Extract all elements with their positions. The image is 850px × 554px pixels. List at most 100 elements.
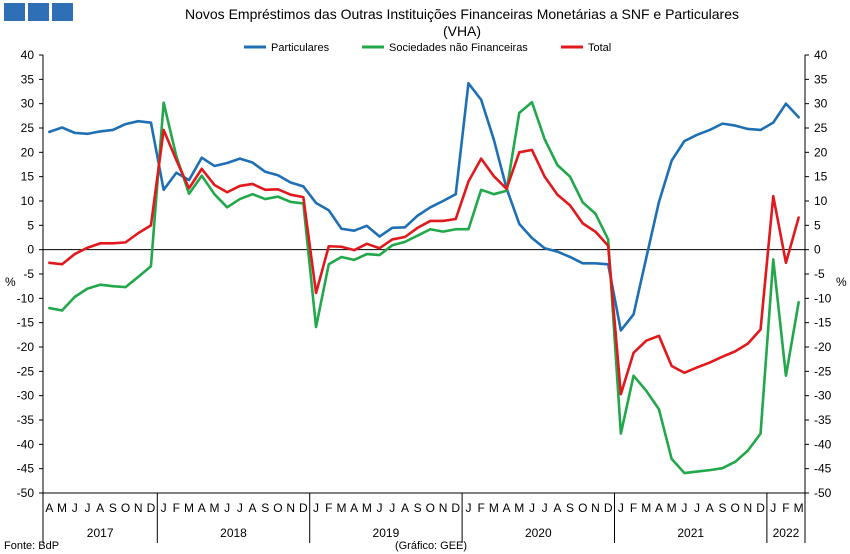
- x-tick-label: N: [286, 501, 295, 515]
- y-tick-label: -45: [814, 462, 832, 476]
- y-tick-label: -5: [814, 267, 825, 281]
- x-tick-label: D: [756, 501, 765, 515]
- x-tick-label: O: [730, 501, 739, 515]
- x-tick-label: O: [273, 501, 282, 515]
- x-tick-label: M: [336, 501, 346, 515]
- x-tick-label: A: [401, 501, 409, 515]
- y-tick-label: 0: [814, 243, 821, 257]
- x-tick-label: A: [198, 501, 206, 515]
- x-tick-label: J: [161, 501, 167, 515]
- year-label: 2018: [220, 526, 247, 540]
- x-tick-label: D: [147, 501, 156, 515]
- x-tick-label: M: [514, 501, 524, 515]
- y-tick-label: -30: [814, 389, 832, 403]
- chart-subtitle: (VHA): [443, 23, 481, 39]
- y-tick-label: 0: [27, 243, 34, 257]
- x-tick-label: M: [209, 501, 219, 515]
- x-tick-label: J: [529, 501, 535, 515]
- x-tick-label: A: [706, 501, 714, 515]
- x-tick-label: A: [553, 501, 561, 515]
- y-tick-label: -15: [814, 316, 832, 330]
- x-tick-label: F: [173, 501, 180, 515]
- series-group: [48, 81, 800, 475]
- x-tick-label: D: [451, 501, 460, 515]
- x-tick-label: J: [542, 501, 548, 515]
- y-tick-label: 35: [814, 72, 828, 86]
- header-square: [28, 3, 49, 21]
- x-tick-label: D: [299, 501, 308, 515]
- x-tick-label: M: [57, 501, 67, 515]
- legend: Particulares Sociedades não Financeiras To…: [244, 42, 611, 54]
- x-tick-label: O: [121, 501, 130, 515]
- chart-title: Novos Empréstimos das Outras Instituiçõe…: [185, 6, 739, 22]
- x-tick-label: S: [566, 501, 574, 515]
- y-tick-label: 40: [814, 48, 828, 62]
- y-tick-label: 10: [814, 194, 828, 208]
- x-tick-label: A: [45, 501, 53, 515]
- y-tick-label: -15: [17, 316, 35, 330]
- y-tick-label: -45: [17, 462, 35, 476]
- x-tick-label: J: [224, 501, 230, 515]
- y-tick-label: -40: [814, 437, 832, 451]
- x-tick-label: F: [325, 501, 332, 515]
- x-tick-label: O: [578, 501, 587, 515]
- x-tick-label: S: [261, 501, 269, 515]
- y-tick-label: 30: [21, 97, 35, 111]
- x-tick-label: N: [744, 501, 753, 515]
- y-tick-label: -20: [814, 340, 832, 354]
- x-tick-label: A: [249, 501, 257, 515]
- x-tick-label: A: [350, 501, 358, 515]
- x-tick-label: S: [109, 501, 117, 515]
- series-line-2: [48, 100, 800, 475]
- x-tick-label: M: [184, 501, 194, 515]
- x-tick-label: J: [237, 501, 243, 515]
- y-tick-label: 5: [27, 218, 34, 232]
- x-tick-label: J: [377, 501, 383, 515]
- x-tick-label: J: [618, 501, 624, 515]
- y-tick-label: 25: [814, 121, 828, 135]
- y-tick-label: -50: [814, 486, 832, 500]
- x-tick-label: M: [667, 501, 677, 515]
- x-tick-label: J: [694, 501, 700, 515]
- legend-label: Sociedades não Financeiras: [389, 42, 528, 54]
- legend-label: Total: [588, 42, 611, 54]
- x-tick-label: F: [477, 501, 484, 515]
- source-note: Fonte: BdP: [4, 540, 59, 552]
- x-tick-label: N: [134, 501, 143, 515]
- x-tick-label: A: [96, 501, 104, 515]
- year-label: 2019: [373, 526, 400, 540]
- y-tick-label: -40: [17, 437, 35, 451]
- x-tick-label: J: [313, 501, 319, 515]
- x-tick-label: F: [782, 501, 789, 515]
- y-tick-label: 30: [814, 97, 828, 111]
- x-tick-label: M: [794, 501, 804, 515]
- year-label: 2021: [677, 526, 704, 540]
- header-squares: [4, 3, 73, 21]
- x-tick-label: J: [770, 501, 776, 515]
- series-line-3: [48, 128, 800, 396]
- x-tick-label: M: [641, 501, 651, 515]
- header-square: [4, 3, 25, 21]
- y-tick-label: 15: [814, 170, 828, 184]
- y-tick-label: -10: [17, 291, 35, 305]
- x-tick-label: J: [72, 501, 78, 515]
- y-axis-right: -50-45-40-35-30-25-20-15-10-505101520253…: [805, 48, 832, 500]
- x-tick-label: M: [489, 501, 499, 515]
- axes: [42, 55, 806, 493]
- year-label: 2017: [87, 526, 114, 540]
- y-tick-label: -25: [814, 364, 832, 378]
- y-tick-label: 20: [21, 145, 35, 159]
- y-axis-left-label: %: [5, 275, 16, 289]
- x-tick-label: J: [389, 501, 395, 515]
- x-tick-label: N: [591, 501, 600, 515]
- y-tick-label: -20: [17, 340, 35, 354]
- y-tick-label: 20: [814, 145, 828, 159]
- y-tick-label: -25: [17, 364, 35, 378]
- y-tick-label: -35: [17, 413, 35, 427]
- y-tick-label: -35: [814, 413, 832, 427]
- y-tick-label: 15: [21, 170, 35, 184]
- x-tick-label: D: [604, 501, 613, 515]
- year-label: 2020: [525, 526, 552, 540]
- x-tick-label: M: [362, 501, 372, 515]
